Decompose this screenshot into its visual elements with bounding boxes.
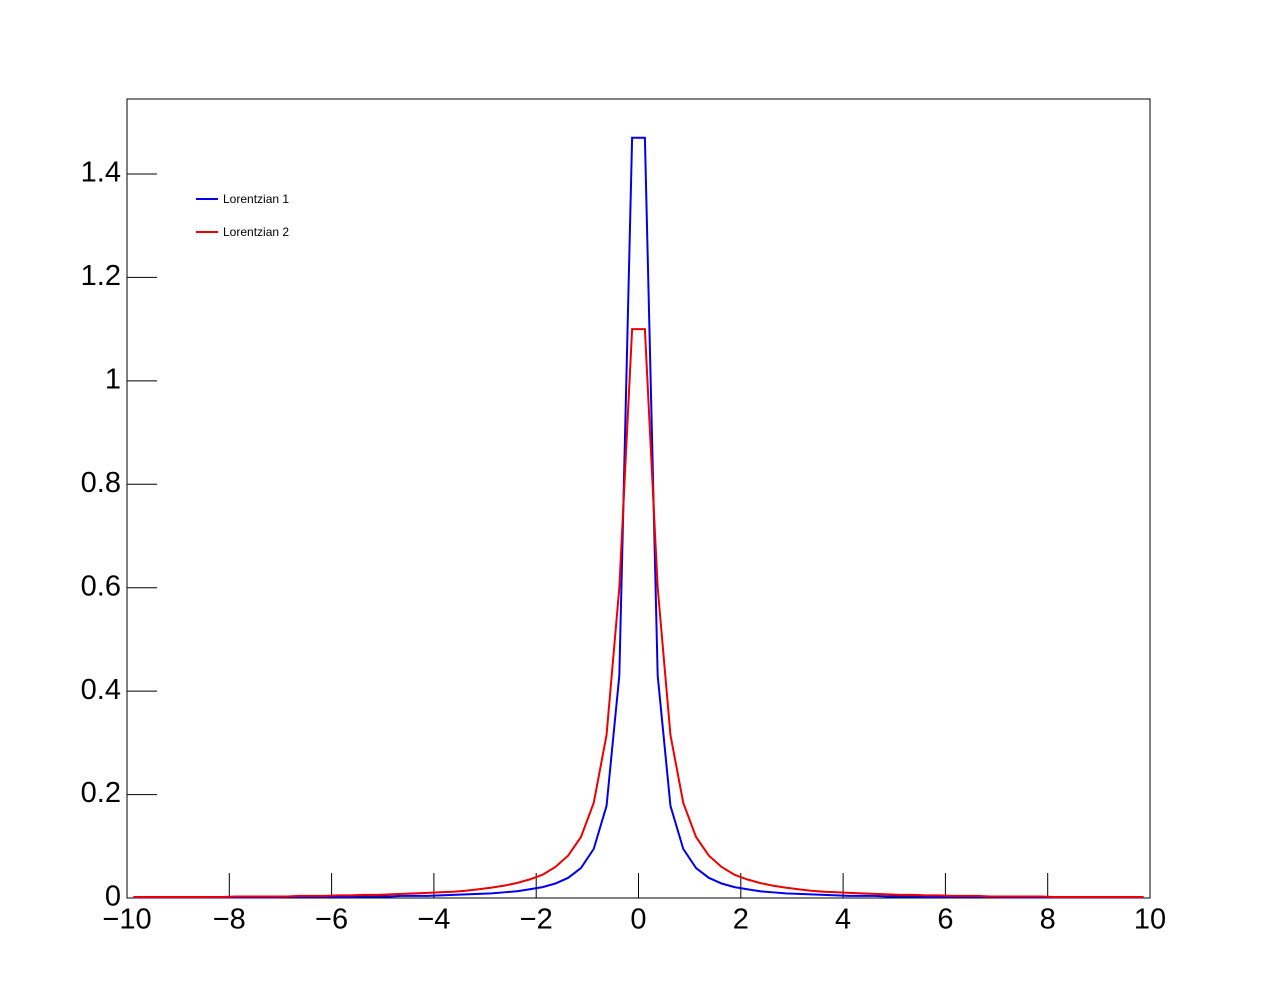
y-tick-label: 0.4: [81, 674, 121, 706]
x-tick-label: 10: [1134, 904, 1166, 936]
y-tick-label: 1: [105, 364, 121, 396]
y-tick-label: 0.2: [81, 777, 121, 809]
x-tick-label: −2: [520, 904, 553, 936]
series-line: [133, 136, 1144, 899]
y-tick-label: 1.4: [81, 157, 121, 189]
x-tick-label: −4: [417, 904, 450, 936]
y-tick-label: 0.6: [81, 570, 121, 602]
x-tick-label: 0: [630, 904, 646, 936]
x-tick-label: 4: [835, 904, 851, 936]
x-tick-label: −10: [102, 904, 151, 936]
x-tick-label: −8: [213, 904, 246, 936]
y-tick-label: 0: [105, 881, 121, 913]
x-tick-label: 2: [733, 904, 749, 936]
legend-label: Lorentzian 1: [223, 192, 289, 206]
x-tick-label: −6: [315, 904, 348, 936]
y-tick-label: 0.8: [81, 467, 121, 499]
legend-label: Lorentzian 2: [223, 225, 289, 239]
series-line: [133, 328, 1144, 898]
x-tick-label: 8: [1040, 904, 1056, 936]
x-tick-label: 6: [937, 904, 953, 936]
y-tick-label: 1.2: [81, 260, 121, 292]
